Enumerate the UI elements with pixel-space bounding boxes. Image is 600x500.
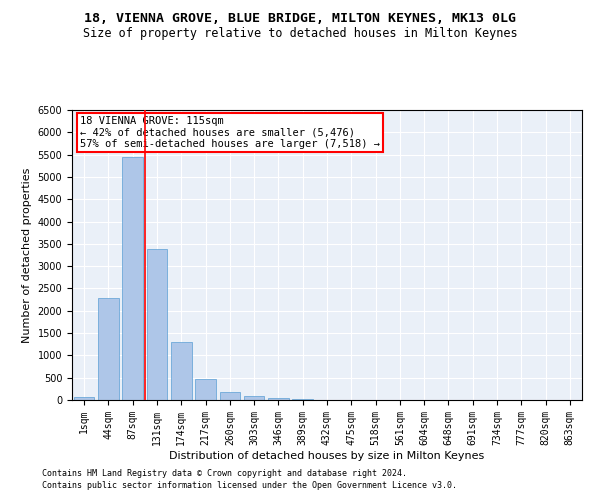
Text: 18, VIENNA GROVE, BLUE BRIDGE, MILTON KEYNES, MK13 0LG: 18, VIENNA GROVE, BLUE BRIDGE, MILTON KE… [84, 12, 516, 26]
Bar [171, 342, 191, 400]
Bar [98, 298, 119, 400]
Text: 18 VIENNA GROVE: 115sqm
← 42% of detached houses are smaller (5,476)
57% of semi: 18 VIENNA GROVE: 115sqm ← 42% of detache… [80, 116, 380, 149]
Bar [244, 396, 265, 400]
Bar [292, 398, 313, 400]
Bar [122, 157, 143, 400]
Bar [146, 249, 167, 400]
Bar [195, 378, 216, 400]
Text: Size of property relative to detached houses in Milton Keynes: Size of property relative to detached ho… [83, 28, 517, 40]
Text: Contains public sector information licensed under the Open Government Licence v3: Contains public sector information licen… [42, 481, 457, 490]
Bar [268, 398, 289, 400]
Bar [74, 398, 94, 400]
Bar [220, 392, 240, 400]
X-axis label: Distribution of detached houses by size in Milton Keynes: Distribution of detached houses by size … [169, 450, 485, 460]
Text: Contains HM Land Registry data © Crown copyright and database right 2024.: Contains HM Land Registry data © Crown c… [42, 468, 407, 477]
Y-axis label: Number of detached properties: Number of detached properties [22, 168, 32, 342]
